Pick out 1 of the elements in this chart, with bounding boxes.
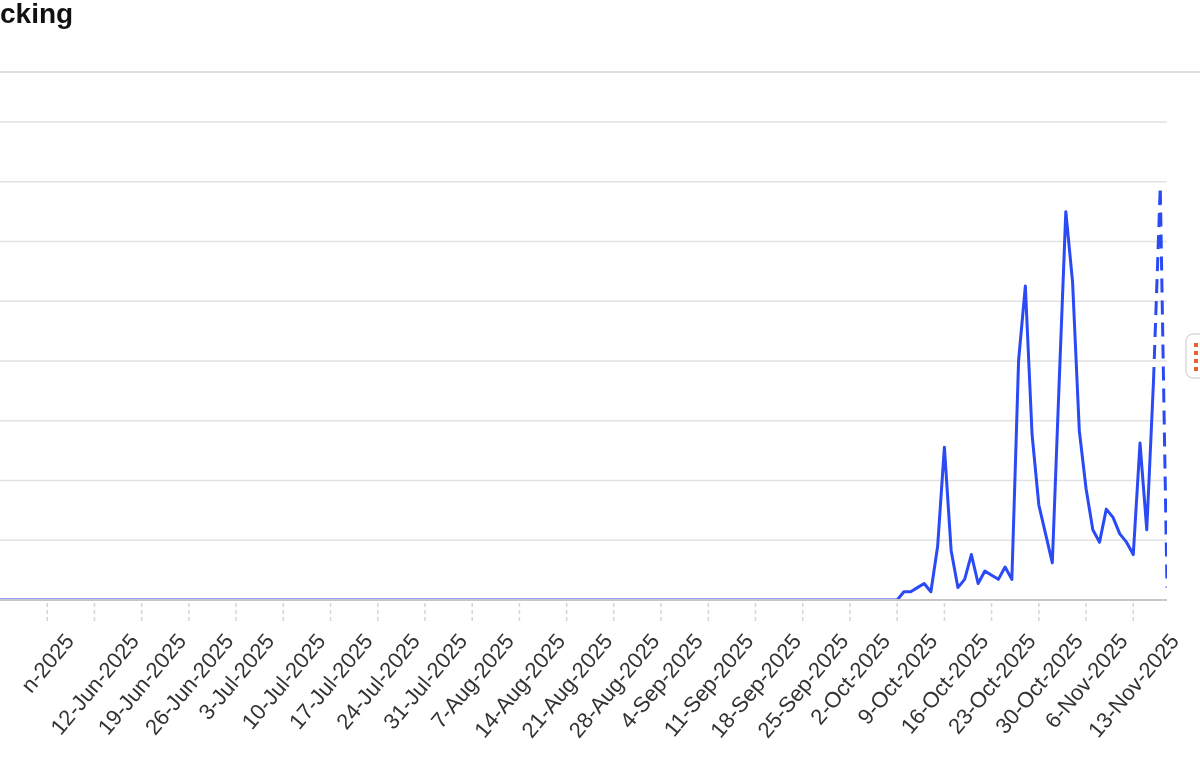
- chart-title: cking: [0, 0, 74, 29]
